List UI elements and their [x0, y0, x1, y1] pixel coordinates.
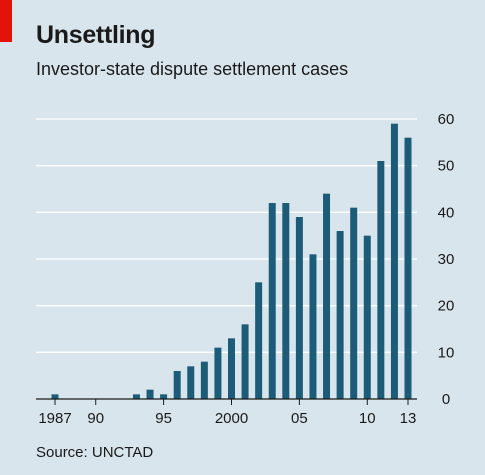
bar-2002 — [255, 282, 263, 399]
x-tick-label: 05 — [291, 410, 308, 427]
chart-title: Unsettling — [36, 21, 156, 49]
bar-2009 — [350, 207, 358, 399]
bar-2010 — [363, 235, 371, 399]
bar-2003 — [268, 203, 276, 399]
bar-1997 — [187, 366, 195, 399]
y-tick-label: 0 — [442, 391, 450, 408]
bar-1987 — [51, 394, 59, 399]
bar-2008 — [336, 231, 344, 399]
x-tick-label: 2000 — [215, 410, 248, 427]
bar-1998 — [200, 361, 208, 399]
bar-1996 — [173, 371, 181, 399]
bar-2011 — [377, 161, 385, 399]
x-tick-label: 95 — [155, 410, 172, 427]
y-tick-label: 50 — [438, 158, 455, 175]
bar-1993 — [132, 394, 140, 399]
bar-2001 — [241, 324, 249, 399]
y-tick-label: 20 — [438, 298, 455, 315]
bar-2006 — [309, 254, 317, 399]
y-tick-label: 40 — [438, 204, 455, 221]
bar-1994 — [146, 389, 154, 399]
bar-2013 — [404, 137, 412, 399]
bar-2005 — [295, 217, 303, 399]
chart-subtitle: Investor-state dispute settlement cases — [36, 59, 349, 79]
bar-1999 — [214, 347, 222, 399]
source-note: Source: UNCTAD — [36, 444, 154, 461]
y-tick-label: 30 — [438, 251, 455, 268]
y-tick-label: 60 — [438, 111, 455, 128]
x-tick-label: 13 — [400, 410, 417, 427]
brand-tag — [0, 0, 12, 42]
x-tick-label: 1987 — [38, 410, 71, 427]
y-tick-label: 10 — [438, 344, 455, 361]
bar-2007 — [323, 193, 331, 399]
bar-1995 — [160, 394, 168, 399]
x-tick-label: 10 — [359, 410, 376, 427]
x-tick-label: 90 — [87, 410, 104, 427]
bar-2000 — [228, 338, 235, 399]
bar-2004 — [282, 203, 290, 399]
bar-2012 — [390, 123, 398, 400]
